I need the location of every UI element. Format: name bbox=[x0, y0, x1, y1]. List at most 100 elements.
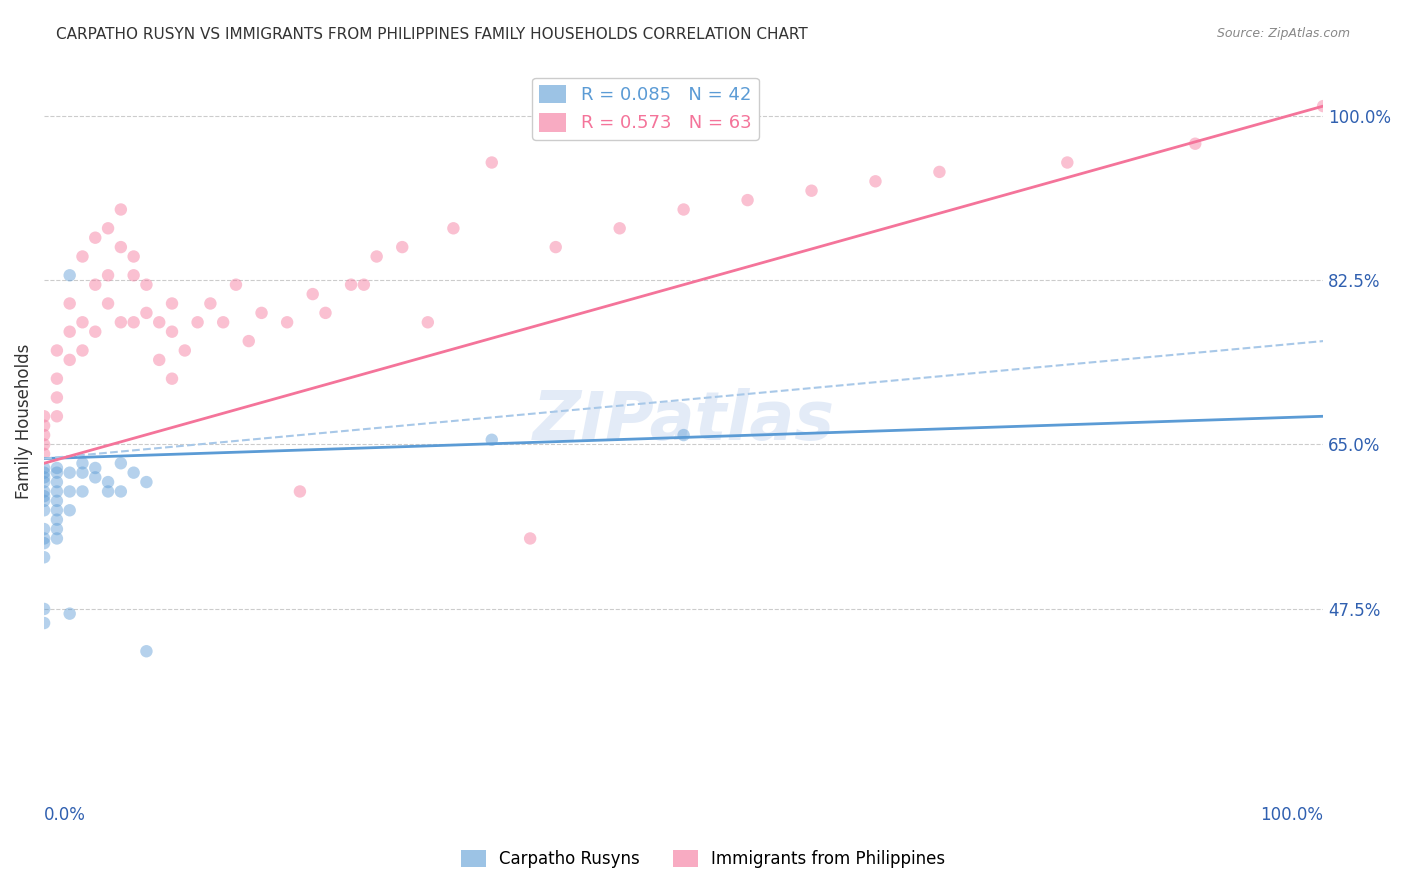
Point bbox=[32, 489, 55, 503]
Point bbox=[110, 202, 132, 217]
Point bbox=[187, 315, 209, 329]
Point bbox=[72, 484, 94, 499]
Point bbox=[135, 277, 157, 292]
Point bbox=[84, 325, 107, 339]
Point bbox=[315, 306, 337, 320]
Point bbox=[59, 607, 82, 621]
Point bbox=[32, 418, 55, 433]
Point bbox=[148, 315, 170, 329]
Point bbox=[110, 484, 132, 499]
Point bbox=[32, 532, 55, 546]
Point bbox=[45, 513, 67, 527]
Point bbox=[672, 202, 695, 217]
Point bbox=[84, 461, 107, 475]
Point bbox=[32, 484, 55, 499]
Point bbox=[59, 296, 82, 310]
Point bbox=[340, 277, 363, 292]
Point bbox=[72, 250, 94, 264]
Point bbox=[59, 484, 82, 499]
Legend: Carpatho Rusyns, Immigrants from Philippines: Carpatho Rusyns, Immigrants from Philipp… bbox=[454, 843, 952, 875]
Point bbox=[59, 268, 82, 283]
Point bbox=[32, 503, 55, 517]
Point bbox=[45, 409, 67, 424]
Point bbox=[609, 221, 631, 235]
Point bbox=[45, 343, 67, 358]
Point bbox=[59, 352, 82, 367]
Point bbox=[32, 522, 55, 536]
Point bbox=[45, 391, 67, 405]
Text: 0.0%: 0.0% bbox=[44, 806, 86, 824]
Point bbox=[97, 475, 120, 489]
Point bbox=[32, 437, 55, 451]
Point bbox=[1312, 99, 1334, 113]
Point bbox=[200, 296, 222, 310]
Point bbox=[160, 325, 183, 339]
Point bbox=[481, 155, 503, 169]
Point bbox=[45, 503, 67, 517]
Point bbox=[800, 184, 823, 198]
Legend: R = 0.085   N = 42, R = 0.573   N = 63: R = 0.085 N = 42, R = 0.573 N = 63 bbox=[531, 78, 759, 140]
Text: Source: ZipAtlas.com: Source: ZipAtlas.com bbox=[1216, 27, 1350, 40]
Point bbox=[288, 484, 311, 499]
Text: 100.0%: 100.0% bbox=[1260, 806, 1323, 824]
Point bbox=[45, 475, 67, 489]
Point bbox=[59, 325, 82, 339]
Point bbox=[110, 315, 132, 329]
Point bbox=[366, 250, 388, 264]
Point bbox=[97, 296, 120, 310]
Point bbox=[481, 433, 503, 447]
Point bbox=[225, 277, 247, 292]
Point bbox=[45, 494, 67, 508]
Point bbox=[32, 475, 55, 489]
Point bbox=[45, 372, 67, 386]
Point bbox=[45, 522, 67, 536]
Point bbox=[32, 409, 55, 424]
Point bbox=[32, 550, 55, 565]
Point bbox=[135, 644, 157, 658]
Point bbox=[32, 615, 55, 630]
Point bbox=[122, 268, 145, 283]
Point bbox=[672, 428, 695, 442]
Point bbox=[32, 428, 55, 442]
Point bbox=[173, 343, 195, 358]
Point bbox=[737, 193, 759, 207]
Point bbox=[122, 315, 145, 329]
Point bbox=[59, 503, 82, 517]
Point bbox=[416, 315, 439, 329]
Point bbox=[72, 456, 94, 470]
Point bbox=[160, 372, 183, 386]
Point bbox=[32, 494, 55, 508]
Point bbox=[45, 466, 67, 480]
Point bbox=[72, 343, 94, 358]
Point bbox=[519, 532, 541, 546]
Point bbox=[84, 470, 107, 484]
Point bbox=[148, 352, 170, 367]
Point bbox=[32, 602, 55, 616]
Y-axis label: Family Households: Family Households bbox=[15, 343, 32, 499]
Point bbox=[544, 240, 567, 254]
Point bbox=[45, 532, 67, 546]
Point bbox=[238, 334, 260, 348]
Point bbox=[1056, 155, 1078, 169]
Point bbox=[865, 174, 887, 188]
Text: CARPATHO RUSYN VS IMMIGRANTS FROM PHILIPPINES FAMILY HOUSEHOLDS CORRELATION CHAR: CARPATHO RUSYN VS IMMIGRANTS FROM PHILIP… bbox=[56, 27, 808, 42]
Point bbox=[32, 470, 55, 484]
Point bbox=[97, 484, 120, 499]
Point bbox=[391, 240, 413, 254]
Point bbox=[84, 230, 107, 244]
Point bbox=[97, 221, 120, 235]
Point bbox=[276, 315, 298, 329]
Point bbox=[122, 250, 145, 264]
Point bbox=[97, 268, 120, 283]
Point bbox=[32, 536, 55, 550]
Point bbox=[72, 466, 94, 480]
Point bbox=[441, 221, 464, 235]
Point bbox=[84, 277, 107, 292]
Point bbox=[353, 277, 375, 292]
Point bbox=[32, 466, 55, 480]
Point bbox=[1184, 136, 1206, 151]
Point bbox=[135, 475, 157, 489]
Point bbox=[928, 165, 950, 179]
Point bbox=[160, 296, 183, 310]
Point bbox=[122, 466, 145, 480]
